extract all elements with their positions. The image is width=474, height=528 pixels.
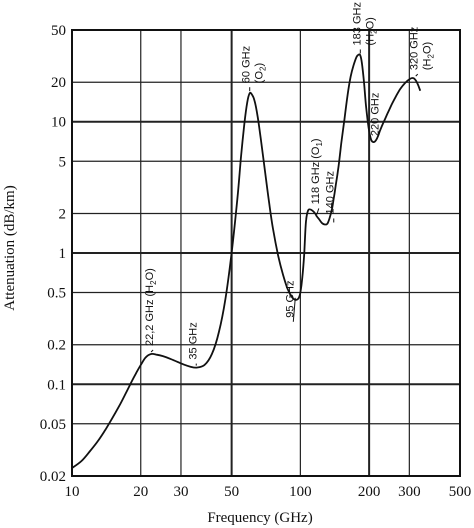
y-tick-label: 5: [59, 154, 67, 170]
annotation-label: 35 GHz: [187, 322, 199, 359]
annotation-species: (H2O): [422, 42, 436, 70]
annotation-text: 35 GHz: [187, 322, 199, 359]
annotations: 22,2 GHz (H2O) 35 GHz 60 GHz (O2) 95 GHz 118 …: [144, 2, 436, 366]
x-tick-label: 300: [398, 484, 421, 500]
annotation-label: 220 GHz: [370, 93, 382, 136]
annotation-species: (O2): [254, 63, 268, 83]
annotation-label: 22,2 GHz (H2O): [144, 268, 158, 346]
x-tick-label: 50: [224, 484, 239, 500]
plot-border: [71, 29, 461, 477]
x-tick-label: 200: [358, 484, 381, 500]
annotation-label: 95 GHz: [284, 281, 296, 318]
x-tick-label: 20: [133, 484, 148, 500]
y-tick-labels: 0.02 0.05 0.1 0.2 0.5 1 2 5 10 20 50: [40, 23, 66, 485]
annotation-freq: 60 GHz: [241, 46, 253, 83]
annotation-species: (H2O): [364, 17, 378, 45]
annotation-text: 140 GHz: [325, 171, 337, 214]
attenuation-curve: [71, 53, 422, 469]
y-axis-title: Attenuation (dB/km): [2, 185, 18, 310]
y-tick-label: 1: [59, 246, 67, 262]
annotation-label: 320 GHz (H2O): [409, 27, 436, 70]
y-tick-label: 0.5: [47, 286, 66, 302]
annotation-freq: 320 GHz: [409, 27, 421, 70]
y-tick-label: 50: [51, 23, 66, 39]
annotation-text: 22,2 GHz (H2O): [144, 268, 158, 346]
plot-frame: [71, 29, 461, 477]
annotation-text: 220 GHz: [370, 93, 382, 136]
annotation-label: 60 GHz (O2): [241, 46, 268, 83]
annotation-freq: 183 GHz: [351, 2, 363, 45]
annotation-text: 118 GHz (O1): [310, 138, 324, 204]
annotation-text: 95 GHz: [284, 281, 296, 318]
y-tick-label: 0.05: [40, 417, 66, 433]
grid: [71, 29, 461, 477]
attenuation-line: [71, 53, 422, 469]
x-tick-label: 100: [289, 484, 312, 500]
x-tick-labels: 10 20 30 50 100 200 300 500: [65, 484, 472, 500]
annotation-leader: [316, 208, 320, 215]
annotation-label: 183 GHz (H2O): [351, 2, 378, 45]
annotation-label: 118 GHz (O1): [310, 138, 324, 204]
annotation-leader: [415, 73, 419, 77]
y-tick-label: 20: [51, 75, 66, 91]
annotation-leader: [150, 349, 154, 353]
y-tick-label: 0.2: [47, 338, 66, 354]
annotation-leader: [292, 297, 296, 322]
y-tick-label: 0.1: [47, 377, 66, 393]
annotation-label: 140 GHz: [325, 171, 337, 214]
x-axis-title: Frequency (GHz): [207, 510, 312, 526]
y-tick-label: 10: [51, 115, 66, 131]
x-tick-label: 10: [65, 484, 80, 500]
y-tick-label: 0.02: [40, 469, 66, 485]
x-tick-label: 30: [173, 484, 188, 500]
x-tick-label: 500: [449, 484, 472, 500]
y-tick-label: 2: [59, 206, 67, 222]
